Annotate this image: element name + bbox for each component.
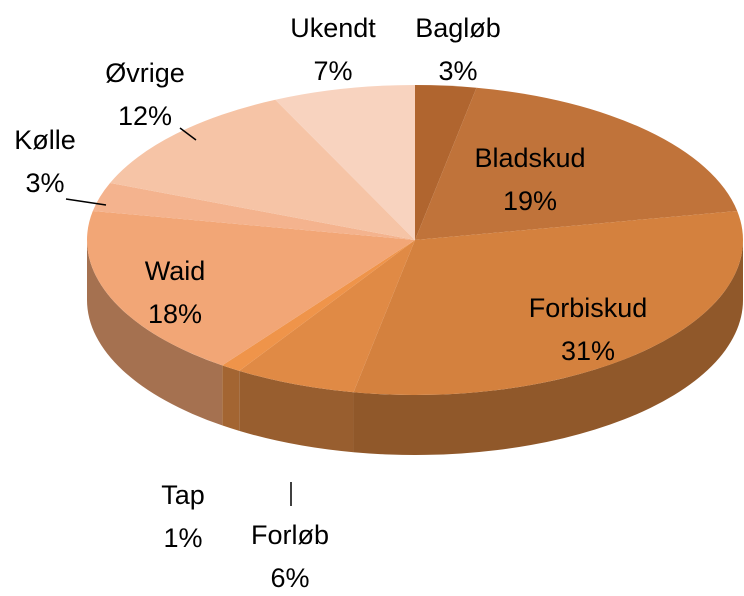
slice	[415, 87, 738, 240]
value-label: 12%	[118, 101, 172, 131]
slice	[415, 85, 477, 240]
slice	[87, 210, 415, 366]
slice	[353, 210, 743, 395]
slice-label: Ukendt	[290, 13, 376, 43]
value-label: 1%	[163, 523, 202, 553]
slice	[222, 240, 415, 371]
slice	[92, 182, 415, 240]
slice-side	[353, 240, 743, 455]
value-label: 3%	[25, 168, 64, 198]
slice-label: Bladskud	[474, 143, 585, 173]
slice-label: Kølle	[14, 125, 76, 155]
slice-side	[222, 365, 240, 431]
slice	[239, 240, 415, 393]
slice-label: Forløb	[251, 520, 329, 550]
value-label: 6%	[270, 563, 309, 593]
value-label: 31%	[561, 336, 615, 366]
slice-label: Waid	[145, 256, 206, 286]
slice-label: Forbiskud	[529, 293, 648, 323]
slice-side	[87, 240, 223, 426]
value-label: 18%	[148, 299, 202, 329]
leader-line	[179, 127, 197, 141]
value-label: 7%	[313, 56, 352, 86]
slice	[110, 99, 415, 241]
slice-label: Tap	[161, 480, 205, 510]
slice-label: Bagløb	[415, 13, 501, 43]
leader-line	[65, 198, 107, 206]
slice-label: Øvrige	[105, 58, 185, 88]
value-label: 3%	[438, 56, 477, 86]
slice	[275, 85, 415, 240]
slice-side	[239, 370, 354, 453]
value-label: 19%	[503, 186, 557, 216]
